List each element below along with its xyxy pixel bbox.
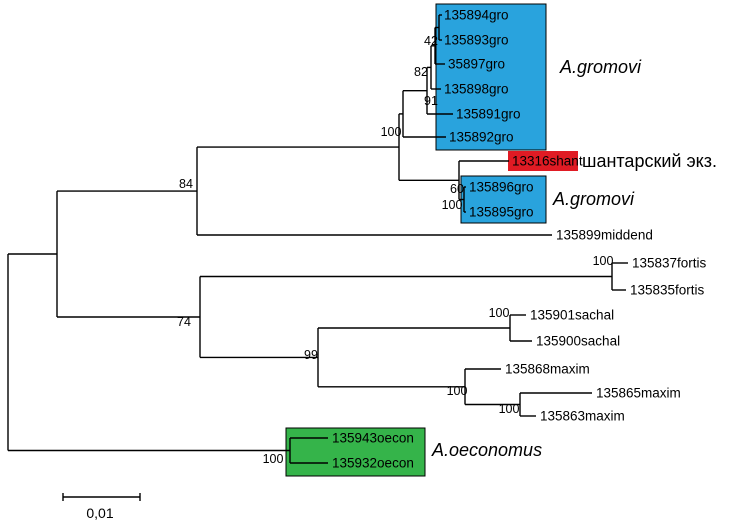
bootstrap-value: 100 — [263, 452, 284, 466]
gromovi-main-clade-box — [435, 3, 547, 151]
gromovi-small-clade-box — [460, 175, 547, 224]
taxon-label: 135863maxim — [540, 409, 625, 424]
taxon-label: 135894gro — [444, 8, 509, 23]
taxon-label: 135899middend — [556, 228, 653, 243]
taxon-label: 135932oecon — [332, 456, 414, 471]
taxon-label: 135900sachal — [536, 334, 620, 349]
taxon-label: 135865maxim — [596, 386, 681, 401]
taxon-label: 135835fortis — [630, 283, 705, 298]
bootstrap-value: 100 — [489, 306, 510, 320]
taxon-label: 135837fortis — [632, 256, 707, 271]
taxon-label: 135891gro — [456, 107, 521, 122]
taxon-label: 135893gro — [444, 33, 509, 48]
taxon-label: 135895gro — [469, 205, 534, 220]
bootstrap-value: 100 — [447, 384, 468, 398]
scale-bar-label: 0,01 — [86, 505, 113, 521]
bootstrap-value: 82 — [414, 65, 428, 79]
taxon-label: 135892gro — [449, 130, 514, 145]
taxon-label: 135901sachal — [530, 308, 614, 323]
oeconomus-clade-box — [285, 427, 426, 477]
bootstrap-value: 99 — [304, 348, 318, 362]
taxon-label: 135943oecon — [332, 431, 414, 446]
taxon-label: 13316shant — [512, 154, 583, 169]
bootstrap-value: 100 — [593, 254, 614, 268]
bootstrap-value: 42 — [424, 34, 438, 48]
shantar-specimen-box — [508, 151, 578, 171]
annotation-shantar: шантарский экз. — [582, 151, 717, 171]
taxon-label: 135896gro — [469, 180, 534, 195]
clade-label-gromovi-main: A.gromovi — [559, 57, 642, 77]
clade-label-gromovi-small: A.gromovi — [552, 189, 635, 209]
bootstrap-value: 100 — [499, 402, 520, 416]
taxon-label: 135868maxim — [505, 362, 590, 377]
bootstrap-value: 60 — [450, 182, 464, 196]
bootstrap-value: 100 — [442, 198, 463, 212]
clade-label-oeconomus: A.oeconomus — [431, 440, 542, 460]
bootstrap-value: 100 — [381, 125, 402, 139]
bootstrap-value: 74 — [177, 315, 191, 329]
bootstrap-value: 84 — [179, 177, 193, 191]
taxon-label: 135898gro — [444, 82, 509, 97]
taxon-label: 35897gro — [448, 57, 505, 72]
bootstrap-value: 91 — [424, 94, 438, 108]
